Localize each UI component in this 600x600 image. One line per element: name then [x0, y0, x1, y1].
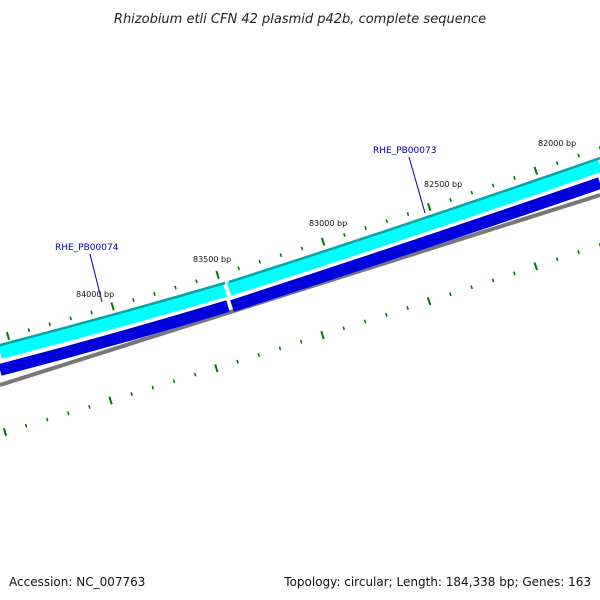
outer-tick-mark: [279, 253, 283, 258]
gene-RHE_PB00074-reverse[interactable]: [0, 300, 230, 376]
outer-tick-mark: [110, 302, 115, 311]
inner-tick-mark: [67, 411, 70, 416]
gene-RHE_PB00073-reverse[interactable]: [230, 177, 600, 312]
forward-strand-edge: [228, 156, 600, 284]
inner-tick-mark: [45, 417, 49, 422]
outer-tick-mark: [577, 153, 580, 158]
inner-tick-mark: [214, 364, 219, 373]
outer-tick-mark: [237, 266, 240, 271]
gene-RHE_PB00073-forward[interactable]: [226, 158, 600, 296]
inner-tick-mark: [193, 372, 197, 377]
reverse-strand-track: [0, 177, 600, 376]
outer-tick-mark: [5, 331, 11, 341]
forward-strand-track: [0, 156, 600, 359]
outer-tick-mark: [427, 202, 432, 212]
outer-tick-mark: [27, 328, 31, 333]
inner-tick-mark: [278, 346, 282, 351]
inner-tick-mark: [2, 427, 8, 437]
inner-tick-mark: [426, 296, 432, 306]
outer-tick-mark: [132, 298, 135, 303]
outer-tick-mark: [470, 190, 474, 195]
outer-tick-mark: [406, 212, 410, 217]
outer-tick-mark: [90, 310, 93, 315]
inner-tick-mark: [236, 359, 239, 364]
inner-tick-mark: [513, 271, 516, 276]
outer-tick-mark: [491, 183, 495, 188]
gene-label-group-RHE_PB00073[interactable]: RHE_PB00073: [373, 146, 436, 214]
accession-text: Accession: NC_007763: [9, 575, 145, 589]
tick-ring: [2, 243, 600, 437]
position-label-82500: 82500 bp: [424, 180, 462, 189]
outer-tick-mark: [449, 197, 452, 202]
summary-text: Topology: circular; Length: 184,338 bp; …: [283, 575, 591, 589]
inner-tick-mark: [406, 305, 409, 310]
inner-tick-mark: [320, 330, 325, 340]
outer-tick-mark: [513, 176, 516, 180]
outer-tick-mark: [48, 322, 51, 327]
position-label-84000: 84000 bp: [76, 290, 114, 299]
inner-tick-mark: [577, 250, 580, 255]
position-label-82000: 82000 bp: [538, 139, 576, 148]
inner-tick-mark: [470, 285, 473, 290]
outer-tick-mark: [343, 232, 346, 237]
gene-label-group-RHE_PB00074[interactable]: RHE_PB00074: [55, 243, 119, 303]
outer-tick-mark: [555, 161, 559, 166]
inner-tick-mark: [299, 339, 303, 344]
outer-tick-mark: [533, 166, 539, 175]
inner-tick-mark: [24, 423, 28, 428]
outer-tick-mark: [258, 259, 262, 264]
inner-tick-mark: [172, 379, 176, 384]
inner-tick-mark: [130, 392, 133, 397]
outer-tick-mark: [69, 316, 72, 321]
outer-tick-mark: [153, 291, 156, 296]
gene-RHE_PB00074-forward[interactable]: [0, 283, 227, 359]
inner-tick-mark: [555, 257, 559, 262]
inner-tick-mark: [151, 385, 155, 390]
inner-tick-mark: [108, 396, 113, 405]
forward-strand-edge: [0, 281, 226, 347]
gene-leader-line: [408, 156, 426, 214]
outer-tick-mark: [174, 285, 177, 290]
inner-tick-mark: [385, 312, 388, 317]
outer-tick-mark: [364, 226, 367, 231]
position-label-83000: 83000 bp: [309, 219, 347, 228]
inner-tick-mark: [491, 278, 495, 283]
inner-tick-mark: [533, 262, 538, 271]
inner-tick-mark: [342, 326, 346, 331]
gene-label-RHE_PB00073[interactable]: RHE_PB00073: [373, 146, 436, 156]
position-label-83500: 83500 bp: [193, 255, 231, 264]
inner-tick-mark: [449, 292, 452, 297]
map-title: Rhizobium etli CFN 42 plasmid p42b, comp…: [114, 12, 486, 27]
outer-tick-mark: [215, 270, 220, 279]
gene-leader-line: [89, 253, 103, 303]
inner-tick-mark: [88, 404, 91, 409]
outer-tick-ring: [5, 146, 600, 341]
inner-tick-mark: [257, 353, 261, 358]
outer-tick-mark: [300, 246, 304, 251]
inner-tick-mark: [363, 319, 367, 324]
outer-tick-mark: [385, 219, 389, 224]
gene-label-RHE_PB00074[interactable]: RHE_PB00074: [55, 243, 119, 253]
outer-tick-mark: [320, 237, 326, 246]
outer-tick-mark: [195, 279, 198, 284]
